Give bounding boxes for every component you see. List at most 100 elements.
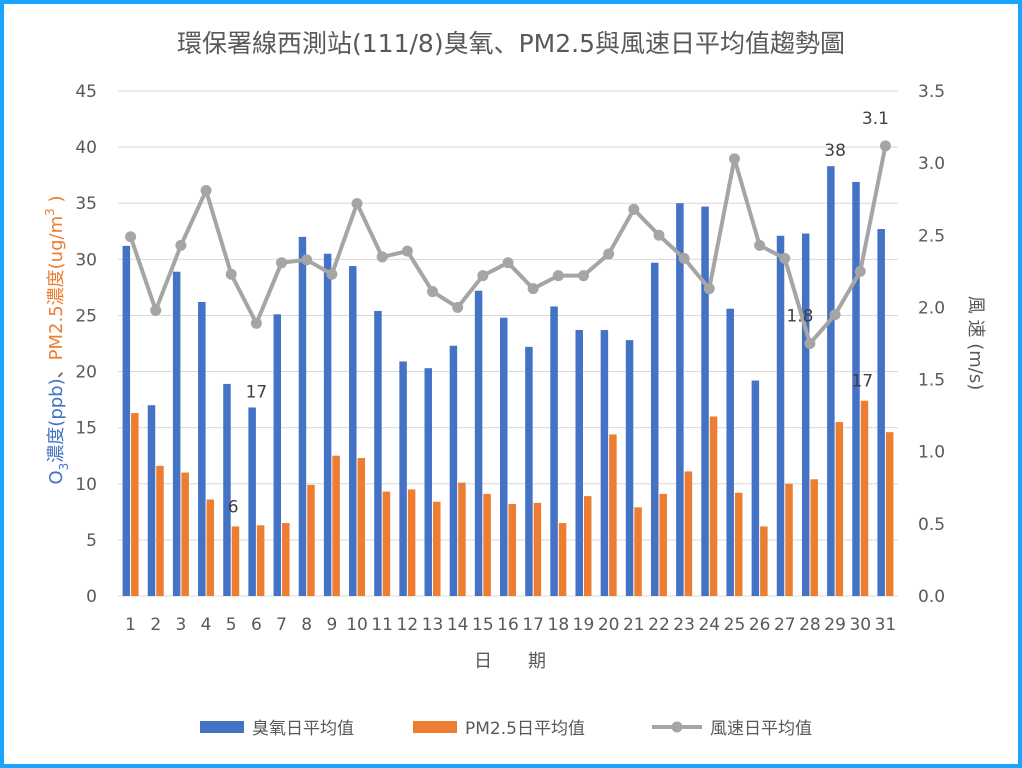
- bar-o3: [298, 236, 307, 596]
- y-left-tick-label: 0: [86, 587, 97, 607]
- y-left-tick-label: 20: [75, 363, 97, 383]
- y-left-tick-label: 5: [86, 531, 97, 551]
- windspeed-line: [128, 145, 888, 346]
- x-tick-label: 24: [698, 615, 720, 635]
- windspeed-point: [804, 338, 816, 349]
- windspeed-point: [628, 203, 640, 215]
- y-right-tick-label: 0.0: [918, 587, 945, 607]
- x-tick-label: 7: [276, 615, 287, 635]
- windspeed-point: [552, 270, 564, 282]
- bar-pm25: [231, 526, 240, 596]
- y-right-tick-label: 3.0: [918, 154, 945, 174]
- y-axis-right-title: 風 速 (m/s): [965, 296, 986, 390]
- y-left-pm-close: ): [46, 196, 67, 209]
- windspeed-point: [150, 304, 162, 316]
- windspeed-point: [326, 268, 338, 280]
- windspeed-point: [250, 317, 262, 329]
- windspeed-point: [779, 252, 791, 264]
- x-tick-label: 9: [326, 615, 337, 635]
- bar-pm25: [256, 525, 265, 596]
- bar-o3: [323, 253, 332, 596]
- x-tick-label: 25: [724, 615, 746, 635]
- x-tick-label: 27: [774, 615, 796, 635]
- y-left-tick-label: 35: [75, 194, 97, 214]
- bar-pm25: [131, 413, 139, 596]
- x-tick-label: 16: [497, 615, 519, 635]
- legend-swatch-o3: [200, 721, 244, 733]
- bar-pm25: [307, 484, 315, 596]
- x-tick-label: 20: [598, 615, 620, 635]
- windspeed-point: [577, 270, 589, 282]
- bar-o3: [575, 330, 583, 596]
- data-label: 3.1: [862, 109, 889, 129]
- x-tick-label: 17: [522, 615, 544, 635]
- windspeed-point: [175, 239, 187, 251]
- y-right-tick-label: 2.5: [918, 226, 945, 246]
- bar-o3: [525, 346, 533, 596]
- bar-pm25: [206, 499, 215, 596]
- bar-pm25: [458, 482, 466, 596]
- x-tick-label: 8: [301, 615, 312, 635]
- y-right-tick-label: 0.5: [918, 515, 945, 535]
- x-tick-label: 3: [175, 615, 186, 635]
- x-tick-label: 6: [251, 615, 262, 635]
- windspeed-point: [301, 254, 313, 266]
- x-tick-label: 29: [824, 615, 846, 635]
- bar-pm25: [357, 457, 366, 596]
- windspeed-point: [678, 252, 690, 264]
- x-tick-label: 30: [849, 615, 871, 635]
- bar-o3: [751, 380, 760, 596]
- windspeed-point: [125, 231, 137, 243]
- data-label: 38: [824, 141, 846, 161]
- x-tick-label: 14: [447, 615, 469, 635]
- legend-swatch-windspeed-marker: [671, 721, 683, 733]
- bar-pm25: [860, 400, 869, 596]
- windspeed-point: [703, 283, 715, 295]
- x-tick-label: 10: [346, 615, 368, 635]
- windspeed-point: [401, 245, 413, 257]
- legend-label-windspeed: 風速日平均值: [710, 719, 812, 739]
- windspeed-point: [427, 286, 439, 298]
- windspeed-point: [527, 283, 539, 295]
- legend-label-o3: 臭氧日平均值: [252, 719, 354, 739]
- windspeed-point: [477, 270, 489, 282]
- bar-series: [122, 166, 894, 597]
- x-tick-label: 11: [371, 615, 393, 635]
- bar-pm25: [785, 483, 793, 596]
- bar-pm25: [760, 526, 768, 596]
- x-tick-label: 12: [397, 615, 419, 635]
- windspeed-point: [754, 239, 766, 251]
- bar-o3: [172, 271, 181, 596]
- bar-o3: [122, 245, 131, 596]
- bar-o3: [273, 314, 282, 596]
- windspeed-point: [879, 140, 891, 152]
- bar-pm25: [483, 493, 491, 596]
- line-series: [125, 140, 891, 349]
- x-axis-title: 日 期: [474, 651, 546, 672]
- bar-o3: [399, 361, 407, 596]
- windspeed-point: [603, 248, 615, 260]
- bar-o3: [198, 301, 206, 596]
- bar-o3: [625, 340, 634, 596]
- x-tick-label: 13: [422, 615, 444, 635]
- gridlines: [118, 90, 898, 597]
- bar-pm25: [734, 492, 743, 596]
- bar-o3: [701, 206, 709, 597]
- x-tick-label: 23: [673, 615, 695, 635]
- y-right-tick-label: 2.0: [918, 298, 945, 318]
- legend-swatch-pm25: [413, 721, 457, 733]
- bar-pm25: [382, 491, 391, 596]
- bar-pm25: [810, 479, 818, 596]
- x-tick-label: 4: [201, 615, 212, 635]
- windspeed-point: [376, 251, 388, 263]
- y-left-tick-label: 30: [75, 250, 97, 270]
- y-left-o3-text: O: [46, 470, 67, 484]
- windspeed-point: [728, 153, 740, 165]
- data-label: 17: [851, 372, 873, 392]
- bar-pm25: [609, 434, 617, 596]
- bar-pm25: [634, 507, 642, 596]
- y-left-o3-unit: 濃度(ppb): [46, 378, 67, 462]
- x-tick-label: 26: [749, 615, 771, 635]
